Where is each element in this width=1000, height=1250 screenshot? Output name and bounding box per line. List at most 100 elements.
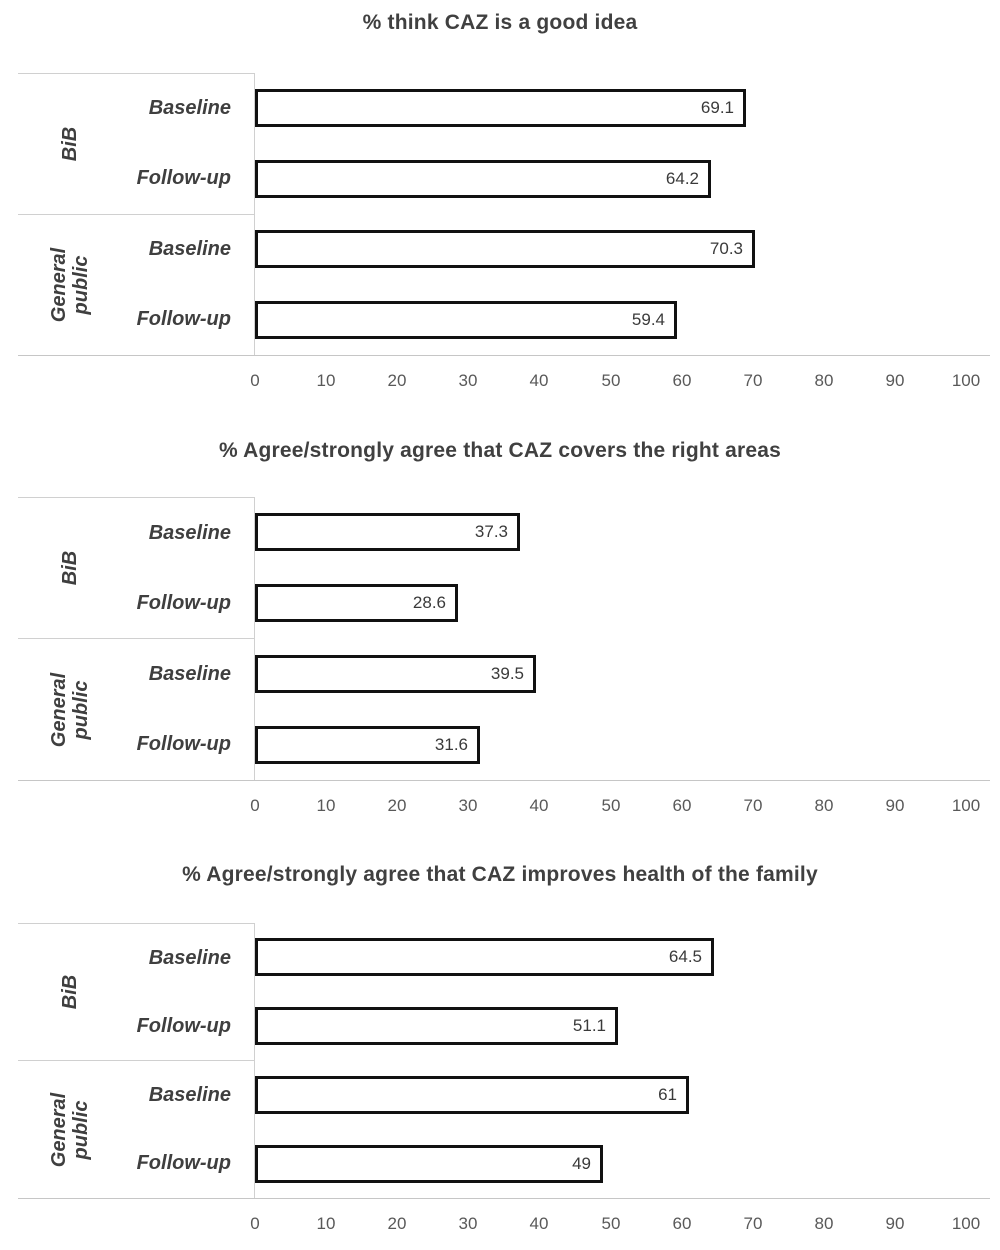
bar-follow-up: 59.4 [255,301,677,339]
category-row: Baseline [18,639,254,710]
category-label: Baseline [148,946,231,969]
chart-improves-health: % Agree/strongly agree that CAZ improves… [0,845,1000,1250]
category-row: Follow-up [18,144,254,214]
bar-follow-up: 31.6 [255,726,480,764]
category-label: Follow-up [136,308,231,331]
x-tick-label: 40 [529,371,549,390]
x-tick-label: 40 [529,1214,549,1233]
category-row: Baseline [18,924,254,992]
bar-follow-up: 51.1 [255,1007,618,1045]
bar-follow-up: 28.6 [255,584,458,622]
group-label: BiB [59,550,81,586]
bar-value-label: 61 [658,1085,677,1104]
category-row: Follow-up [18,710,254,781]
x-tick-label: 100 [951,796,981,815]
category-row: Baseline [18,498,254,568]
group-label: BiB [59,126,81,161]
category-group: General public Baseline Follow-up [18,215,254,356]
category-label: Baseline [148,97,231,120]
bar-value-label: 51.1 [572,1016,606,1035]
x-tick-label: 10 [316,371,336,390]
x-tick-label: 80 [814,796,834,815]
bar-value-label: 37.3 [474,522,508,541]
x-tick-label: 10 [316,796,336,815]
bar-value-label: 64.2 [665,169,699,188]
x-tick-label: 0 [250,796,260,815]
category-group: BiB Baseline Follow-up [18,74,254,215]
bar-value-label: 28.6 [412,593,446,612]
category-label: Follow-up [136,1014,231,1037]
bar-value-label: 70.3 [709,239,743,258]
category-row: Baseline [18,74,254,144]
chart-area: BiB Baseline Follow-up General public Baseli… [18,923,990,1199]
category-row: Baseline [18,215,254,285]
x-tick-label: 20 [387,796,407,815]
x-axis: 0 10 20 30 40 50 60 70 80 90 100 [18,1199,990,1247]
category-group: BiB Baseline Follow-up [18,498,254,639]
chart-title: % Agree/strongly agree that CAZ covers t… [218,439,782,462]
bar-value-label: 64.5 [668,947,702,966]
x-tick-label: 60 [672,371,692,390]
x-axis: 0 10 20 30 40 50 60 70 80 90 100 [18,781,990,829]
chart-title: % think CAZ is a good idea [362,11,638,34]
group-label: General public [48,672,92,747]
bar-baseline: 69.1 [255,89,746,127]
x-tick-label: 50 [601,371,621,390]
bar-value-label: 31.6 [434,735,468,754]
bar-baseline: 64.5 [255,938,714,976]
chart-title: % Agree/strongly agree that CAZ improves… [182,863,818,886]
bar-baseline: 37.3 [255,513,520,551]
group-label: General public [48,247,92,322]
bar-value-label: 49 [572,1154,591,1173]
bar-follow-up: 64.2 [255,160,711,198]
x-tick-label: 30 [458,371,478,390]
category-row: Follow-up [18,992,254,1060]
x-tick-label: 70 [743,796,763,815]
x-tick-label: 90 [885,1214,905,1233]
plot-area: 69.1 64.2 70.3 59.4 [255,73,990,355]
bar-value-label: 39.5 [490,664,524,683]
bar-baseline: 70.3 [255,230,755,268]
category-group: General public Baseline Follow-up [18,1061,254,1198]
x-tick-label: 60 [672,796,692,815]
category-row: Baseline [18,1061,254,1130]
x-tick-label: 80 [814,1214,834,1233]
chart-covers-right-areas: % Agree/strongly agree that CAZ covers t… [0,420,1000,845]
x-tick-label: 0 [250,1214,260,1233]
bar-value-label: 59.4 [631,310,665,329]
x-tick-label: 30 [458,1214,478,1233]
category-label: Follow-up [136,167,231,190]
bar-baseline: 39.5 [255,655,536,693]
x-tick-label: 20 [387,1214,407,1233]
x-tick-label: 60 [672,1214,692,1233]
category-row: Follow-up [18,568,254,638]
x-tick-label: 100 [951,1214,981,1233]
x-tick-label: 70 [743,371,763,390]
chart-area: BiB Baseline Follow-up General public Baseli… [18,73,990,356]
x-tick-label: 0 [250,371,260,390]
category-panel: BiB Baseline Follow-up General public Baseli… [18,73,255,355]
category-row: Follow-up [18,1130,254,1199]
x-tick-label: 90 [885,796,905,815]
group-label: BiB [59,974,81,1010]
category-label: Baseline [148,238,231,261]
x-tick-label: 80 [814,371,834,390]
category-label: Baseline [148,1083,231,1106]
x-tick-label: 100 [951,371,981,390]
x-tick-label: 30 [458,796,478,815]
x-tick-label: 10 [316,1214,336,1233]
bar-baseline: 61 [255,1076,689,1114]
x-axis: 0 10 20 30 40 50 60 70 80 90 100 [18,356,990,404]
x-tick-label: 90 [885,371,905,390]
x-tick-label: 50 [601,1214,621,1233]
x-tick-label: 40 [529,796,549,815]
category-label: Baseline [148,662,231,685]
group-label: General public [48,1092,92,1167]
x-tick-label: 20 [387,371,407,390]
category-label: Follow-up [136,591,231,614]
category-group: BiB Baseline Follow-up [18,924,254,1061]
category-panel: BiB Baseline Follow-up General public Baseli… [18,497,255,780]
x-tick-label: 50 [601,796,621,815]
x-tick-label: 70 [743,1214,763,1233]
